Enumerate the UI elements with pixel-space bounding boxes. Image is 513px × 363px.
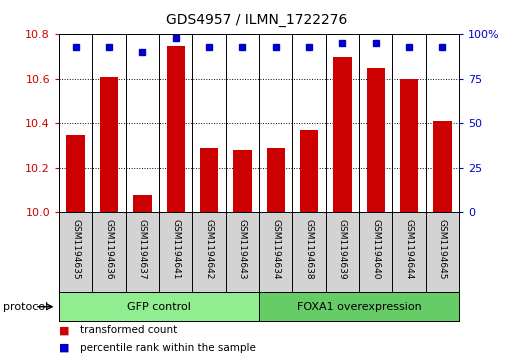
Text: GFP control: GFP control (127, 302, 191, 312)
Text: GSM1194641: GSM1194641 (171, 219, 180, 279)
Bar (400, 79, 418, 212)
Text: GSM1194640: GSM1194640 (371, 219, 380, 279)
Text: FOXA1 overexpression: FOXA1 overexpression (297, 302, 422, 312)
Text: GSM1194637: GSM1194637 (138, 219, 147, 280)
Text: GSM1194636: GSM1194636 (105, 219, 113, 280)
Bar (433, 121, 451, 212)
Text: GDS4957 / ILMN_1722276: GDS4957 / ILMN_1722276 (166, 13, 347, 27)
Bar (67, 135, 85, 212)
Text: transformed count: transformed count (80, 325, 177, 335)
Bar (259, 292, 459, 321)
Bar (267, 148, 285, 212)
Text: GSM1194635: GSM1194635 (71, 219, 80, 280)
Bar (100, 77, 118, 212)
Bar (367, 68, 385, 212)
Bar (200, 148, 218, 212)
Text: GSM1194638: GSM1194638 (305, 219, 313, 280)
Text: protocol: protocol (3, 302, 48, 312)
Text: GSM1194644: GSM1194644 (405, 219, 413, 279)
Text: GSM1194634: GSM1194634 (271, 219, 280, 279)
Bar (133, 195, 151, 212)
Bar (300, 130, 318, 212)
Text: ■: ■ (59, 325, 69, 335)
Bar (333, 57, 351, 212)
Text: GSM1194642: GSM1194642 (205, 219, 213, 279)
Text: GSM1194645: GSM1194645 (438, 219, 447, 279)
Bar (233, 150, 251, 212)
Bar (59, 292, 259, 321)
Text: ■: ■ (59, 343, 69, 353)
Text: percentile rank within the sample: percentile rank within the sample (80, 343, 255, 353)
Text: GSM1194639: GSM1194639 (338, 219, 347, 280)
Bar (167, 46, 185, 212)
Text: GSM1194643: GSM1194643 (238, 219, 247, 279)
